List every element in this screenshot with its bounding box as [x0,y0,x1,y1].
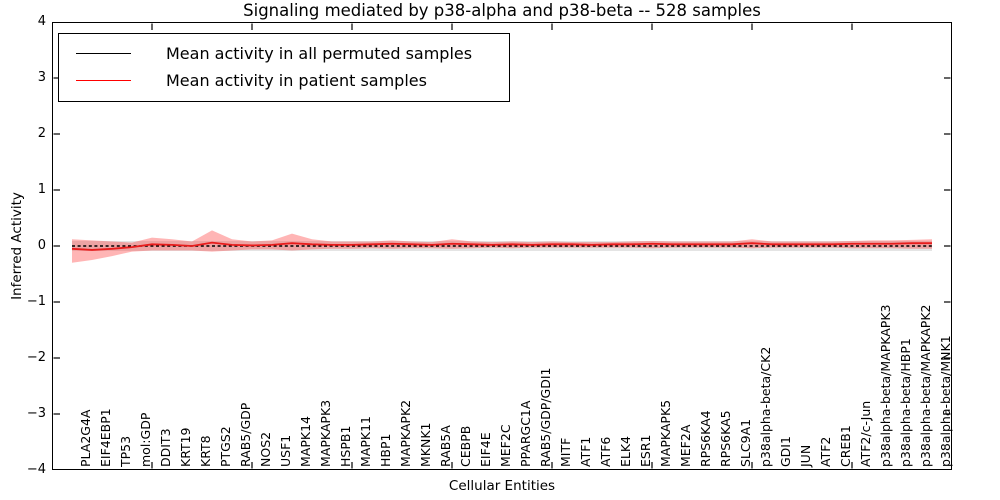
y-tick-label: −3 [26,406,46,421]
y-tick-label: 0 [37,238,46,253]
x-category-label: SLC9A1 [737,418,753,467]
x-category-label: NOS2 [257,431,273,467]
legend-label: Mean activity in all permuted samples [166,44,473,63]
x-category-label: MAPKAPK3 [317,399,333,467]
x-category-label: ESR1 [637,434,653,467]
permuted-line-swatch-icon [76,53,131,54]
x-category-label: CEBPB [457,425,473,467]
x-category-label: MAPKAPK5 [657,399,673,467]
y-tick-label: 1 [37,182,46,197]
x-category-label: RAB5/GDP [237,402,253,467]
patient-std-band [72,230,932,263]
y-tick-label: 3 [37,70,46,85]
x-category-label: ATF2/c-Jun [857,400,873,467]
x-category-label: p38alpha-beta/MAPKAPK3 [877,304,893,468]
patient-mean-line [71,241,932,251]
chart-title: Signaling mediated by p38-alpha and p38-… [243,1,761,20]
x-category-label: MAPK11 [357,416,373,467]
x-category-label: TP53 [117,435,133,467]
x-category-label: MAPKAPK2 [397,399,413,467]
x-category-label: p38alpha-beta/CK2 [757,346,773,467]
x-category-label: HBP1 [377,433,393,467]
plot-area [53,22,951,470]
y-tick-label: −1 [26,294,46,309]
legend-label: Mean activity in patient samples [166,71,427,90]
x-category-label: GDI1 [777,436,793,467]
x-category-label: MEF2C [497,424,513,467]
x-category-label: PLA2G4A [77,409,93,467]
x-category-label: PTGS2 [217,426,233,467]
x-axis-title: Cellular Entities [448,478,556,494]
x-category-label: EIF4E [477,432,493,467]
x-category-label: USF1 [277,434,293,467]
x-category-label: JUN [797,444,813,467]
x-category-label: HSPB1 [337,425,353,467]
patient-line-swatch-icon [76,80,131,81]
x-category-label: RPS6KA5 [717,410,733,467]
x-category-label: ATF2 [817,436,833,467]
x-category-label: PPARGC1A [517,400,533,467]
x-category-label: ATF6 [597,436,613,467]
y-tick-label: −2 [26,350,46,365]
x-category-label: MKNK1 [417,422,433,467]
x-category-label: MEF2A [677,424,693,467]
x-category-label: ATF1 [577,436,593,467]
x-category-label: p38alpha-beta/MAPKAPK2 [917,304,933,468]
x-category-label: DDIT3 [157,428,173,467]
y-tick-label: 4 [37,14,46,29]
y-tick-label: 2 [37,126,46,141]
x-category-label: CREB1 [837,425,853,467]
x-category-label: p38alpha-beta/HBP1 [897,338,913,467]
x-category-label: mol:GDP [137,412,153,467]
x-category-label: RAB5A [437,425,453,467]
x-category-label: ELK4 [617,435,633,467]
x-category-label: MAPK14 [297,416,313,467]
y-axis-title: Inferred Activity [9,192,25,300]
legend-item-permuted: Mean activity in all permuted samples [76,40,509,67]
x-category-label: EIF4EBP1 [97,408,113,467]
legend-item-patient: Mean activity in patient samples [76,67,509,94]
x-category-label: RAB5/GDP/GDI1 [537,367,553,467]
x-category-label: MITF [557,437,573,467]
y-tick-label: −4 [26,462,46,477]
x-category-label: KRT8 [197,435,213,467]
x-category-label: RPS6KA4 [697,410,713,467]
x-category-label: KRT19 [177,427,193,467]
x-category-label: p38alpha-beta/MNK1 [937,335,953,467]
legend-box: Mean activity in all permuted samples Me… [58,33,510,102]
